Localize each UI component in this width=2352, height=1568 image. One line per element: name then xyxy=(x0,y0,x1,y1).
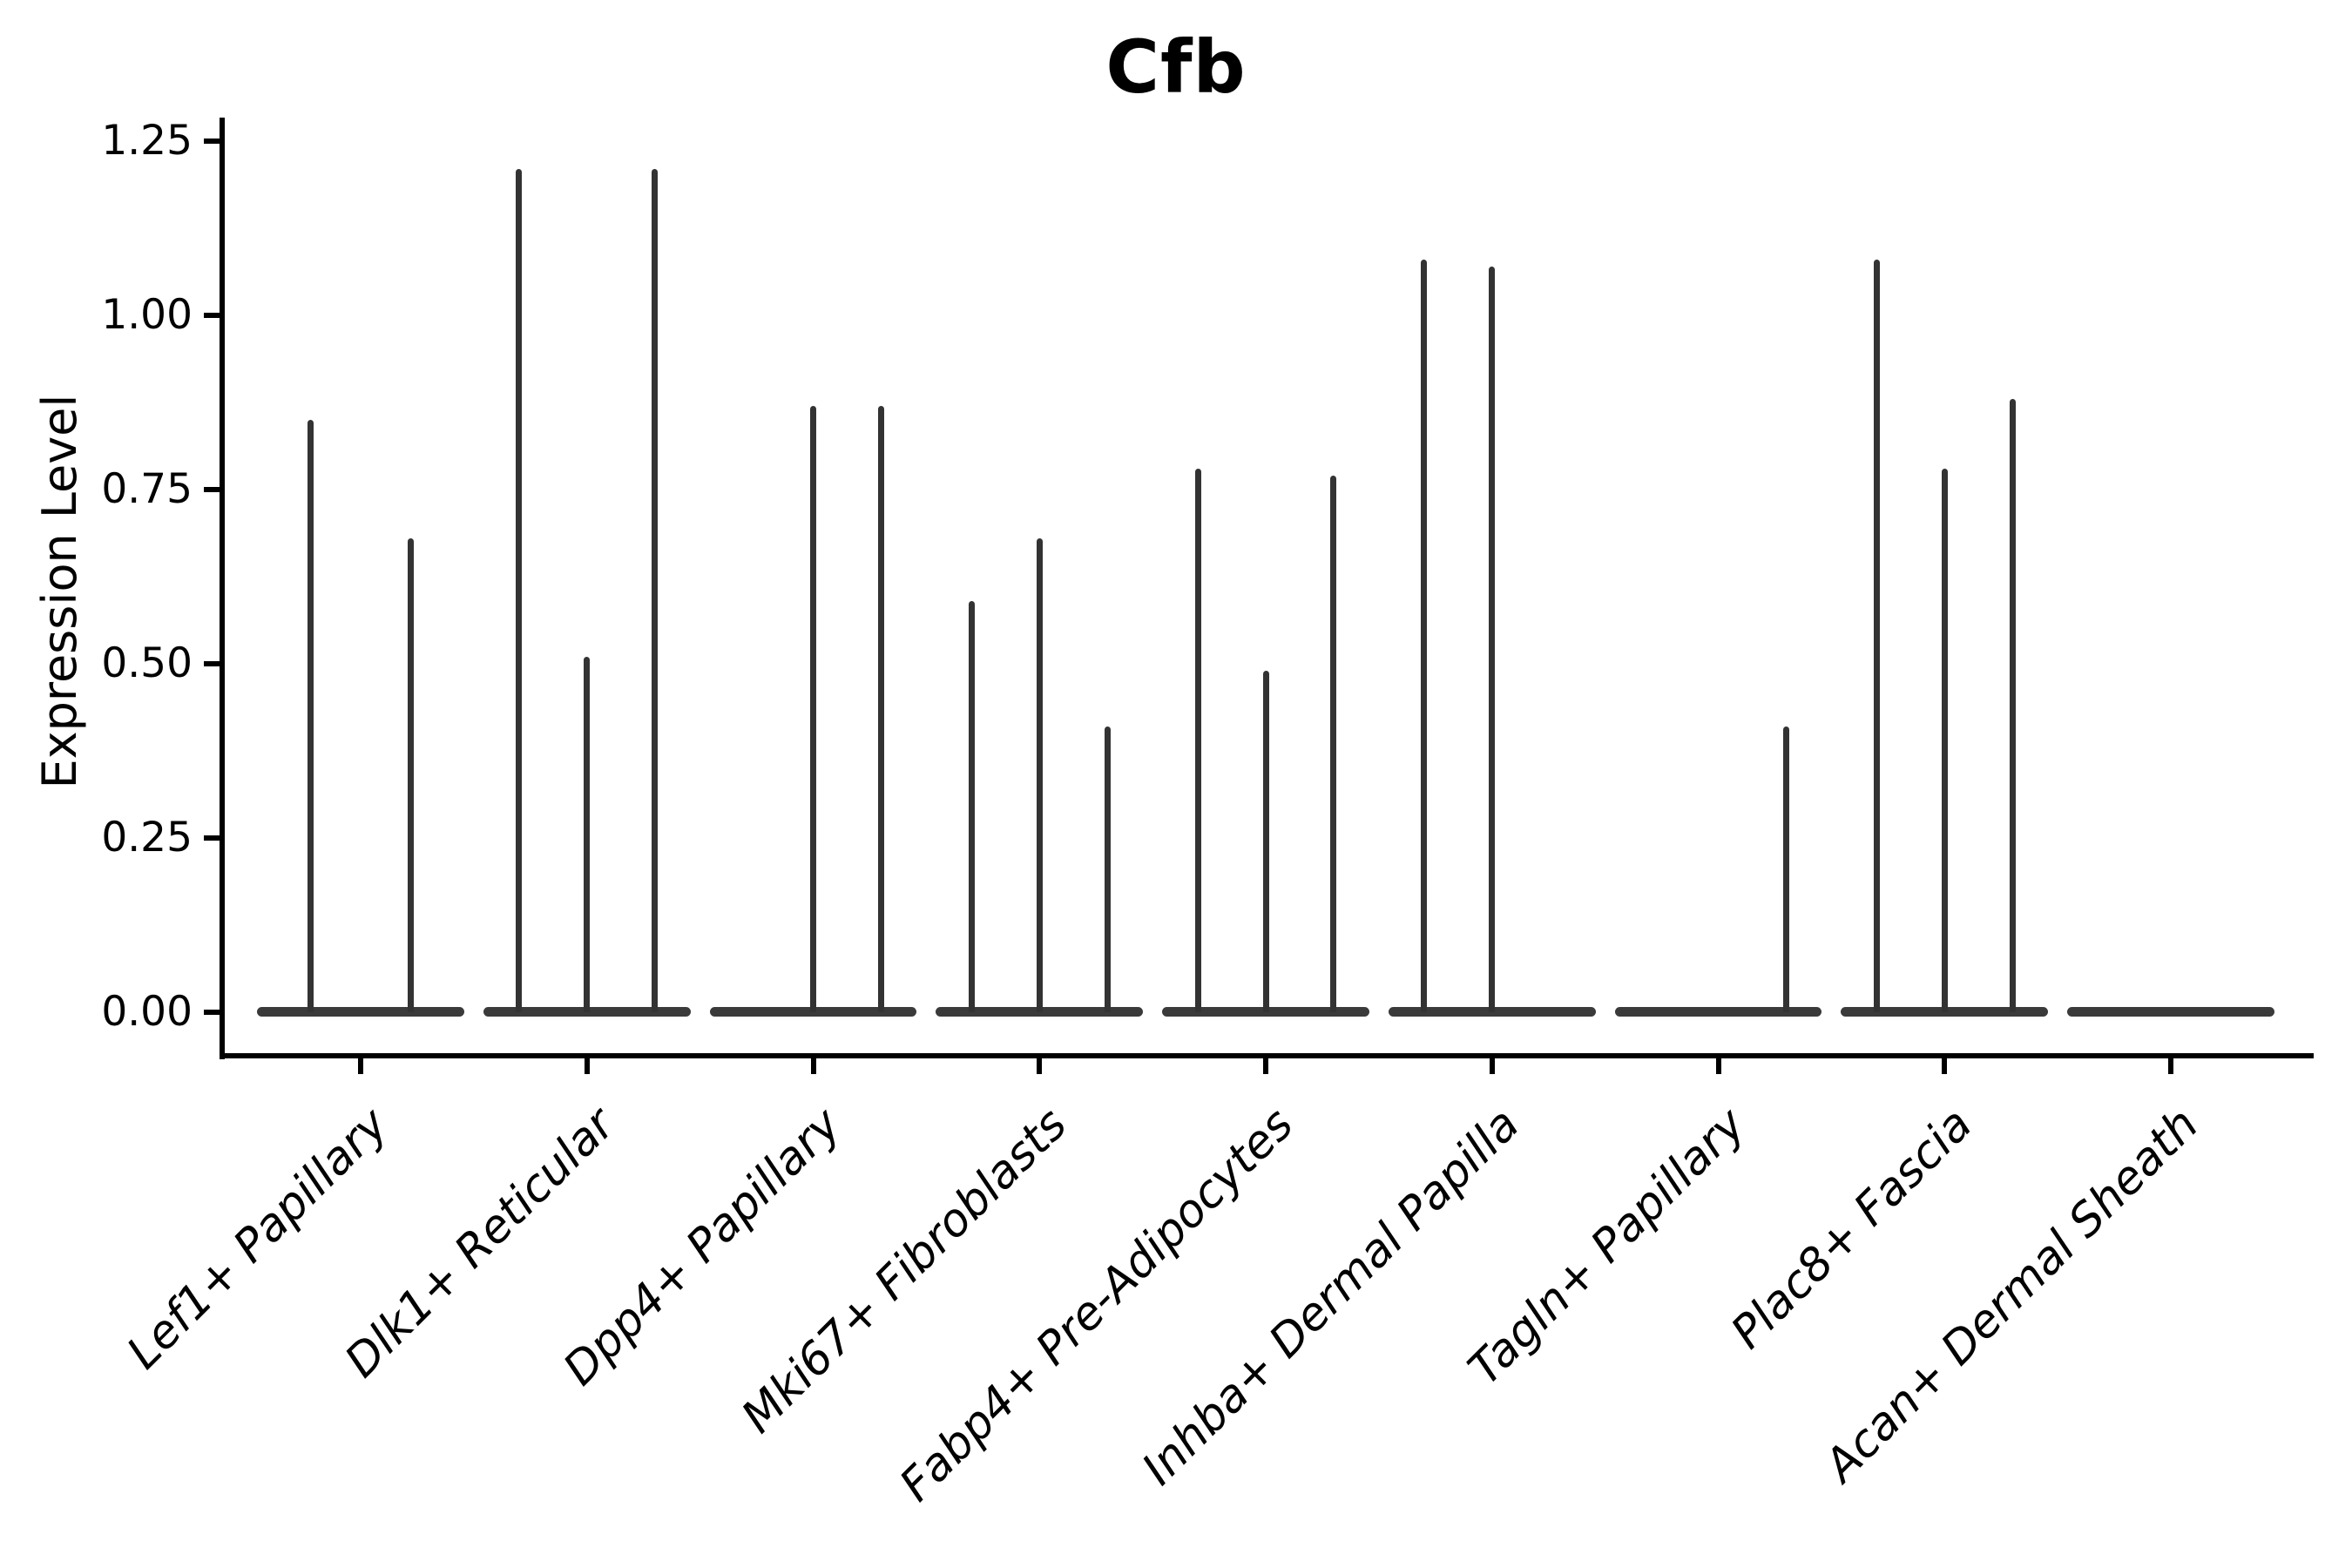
y-tick-mark xyxy=(204,835,220,841)
y-tick-label: 0.50 xyxy=(101,639,193,688)
x-tick-mark xyxy=(584,1058,590,1074)
violin-spike xyxy=(1194,469,1201,1012)
y-tick-mark xyxy=(204,139,220,145)
violin-spike xyxy=(584,657,591,1012)
violin-spike xyxy=(516,169,523,1012)
x-tick-label: Inhba+ Dermal Papilla xyxy=(1132,1098,1530,1496)
violin-spike xyxy=(1036,538,1043,1012)
y-tick-mark xyxy=(204,1010,220,1015)
y-tick-label: 0.00 xyxy=(101,988,193,1036)
y-tick-label: 1.00 xyxy=(101,291,193,340)
violin-spike xyxy=(1421,260,1428,1012)
y-tick-label: 1.25 xyxy=(101,117,193,166)
y-axis-spine xyxy=(220,118,225,1059)
violin-base xyxy=(2067,1007,2274,1017)
chart-title: Cfb xyxy=(1105,24,1247,110)
y-tick-mark xyxy=(204,487,220,493)
y-tick-label: 0.75 xyxy=(101,465,193,514)
x-tick-mark xyxy=(1263,1058,1268,1074)
x-tick-label: Acan+ Dermal Sheath xyxy=(1815,1098,2209,1492)
violin-spike xyxy=(968,601,975,1012)
violin-base xyxy=(1614,1007,1822,1017)
violin-spike xyxy=(307,420,314,1012)
violin-spike xyxy=(1262,671,1269,1012)
violin-base xyxy=(257,1007,464,1017)
x-tick-mark xyxy=(1037,1058,1043,1074)
x-tick-mark xyxy=(1942,1058,1948,1074)
violin-spike xyxy=(1104,727,1111,1012)
violin-spike xyxy=(2009,399,2016,1012)
x-tick-mark xyxy=(810,1058,816,1074)
x-axis-spine xyxy=(220,1053,2314,1058)
violin-spike xyxy=(1873,260,1880,1012)
x-tick-mark xyxy=(2168,1058,2173,1074)
violin-spike xyxy=(1330,476,1337,1012)
x-tick-label: Fabp4+ Pre-Adipocytes xyxy=(889,1098,1304,1512)
violin-spike xyxy=(408,538,415,1012)
violin-spike xyxy=(877,406,884,1012)
y-tick-mark xyxy=(204,661,220,667)
x-tick-mark xyxy=(1715,1058,1721,1074)
violin-spike xyxy=(1489,267,1496,1012)
violin-spike xyxy=(1941,469,1948,1012)
violin-spike xyxy=(1782,727,1789,1012)
x-tick-label: Plac8+ Fascia xyxy=(1721,1098,1983,1360)
violin-spike xyxy=(810,406,816,1012)
violin-spike xyxy=(652,169,659,1012)
y-tick-label: 0.25 xyxy=(101,814,193,862)
x-tick-mark xyxy=(1489,1058,1495,1074)
y-tick-mark xyxy=(204,313,220,319)
x-tick-mark xyxy=(358,1058,364,1074)
